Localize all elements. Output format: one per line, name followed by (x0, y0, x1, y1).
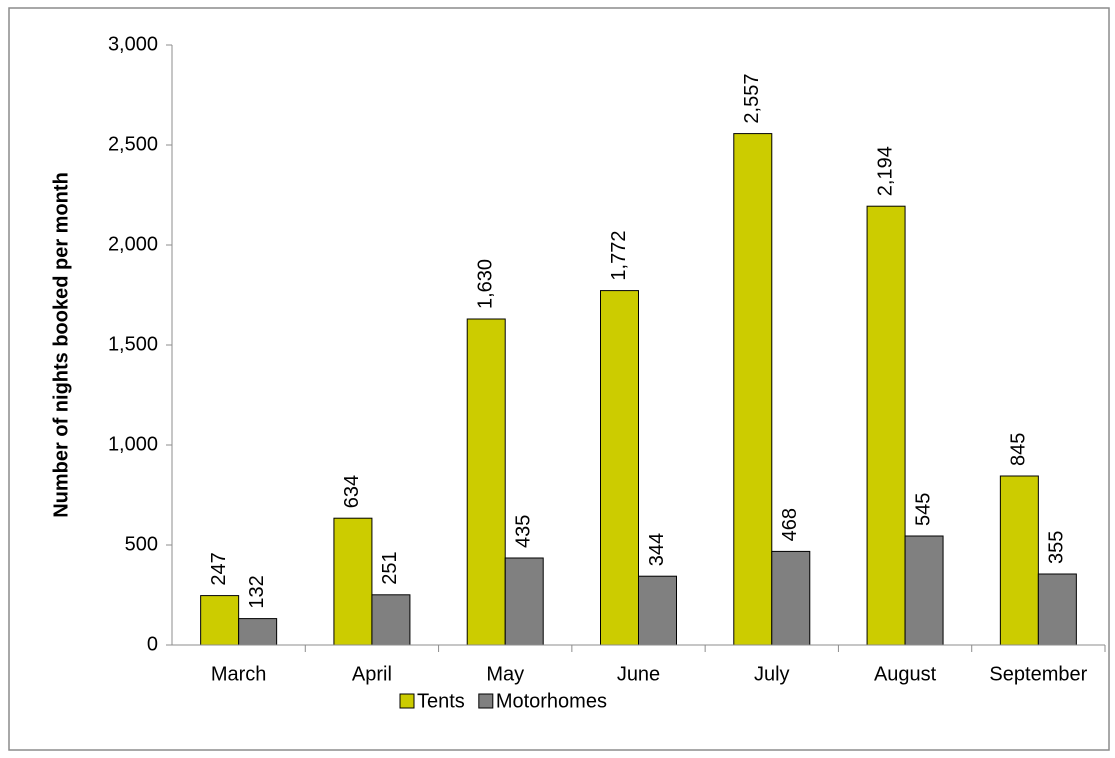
bar (466, 318, 506, 646)
data-label: 132 (246, 575, 268, 608)
bar (1037, 573, 1077, 646)
data-label: 435 (512, 515, 534, 548)
x-tick-label: July (754, 663, 790, 685)
legend-swatch (478, 693, 494, 709)
data-label: 634 (341, 475, 363, 508)
data-label: 1,630 (474, 259, 496, 309)
legend-label: Motorhomes (496, 690, 607, 712)
bar (638, 575, 677, 646)
bar (371, 594, 411, 646)
bar (333, 517, 373, 646)
chart-border (8, 7, 1110, 751)
x-tick-label: April (352, 663, 392, 685)
bar (600, 290, 639, 646)
data-label: 545 (912, 493, 934, 526)
data-label: 1,772 (608, 231, 630, 281)
data-label: 468 (779, 508, 801, 541)
data-label: 2,557 (741, 74, 763, 124)
data-label: 845 (1008, 433, 1030, 466)
legend-label: Tents (417, 690, 465, 712)
y-tick-label: 2,500 (108, 133, 158, 155)
y-tick-label: 500 (125, 533, 158, 555)
data-label: 247 (208, 552, 230, 585)
legend-swatch (399, 693, 415, 709)
bar (904, 535, 944, 646)
bar (771, 550, 811, 646)
data-label: 344 (646, 533, 668, 566)
x-tick-label: August (874, 663, 937, 685)
bar (200, 595, 240, 646)
y-axis-label: Number of nights booked per month (50, 172, 72, 518)
y-tick-label: 0 (147, 633, 158, 655)
x-tick-label: May (486, 663, 524, 685)
bar (866, 205, 906, 646)
x-tick-label: September (989, 663, 1087, 685)
x-tick-label: March (211, 663, 267, 685)
bar (733, 133, 773, 646)
bar (504, 557, 544, 646)
data-label: 251 (379, 551, 401, 584)
bar (999, 475, 1039, 646)
x-tick-label: June (617, 663, 660, 685)
y-tick-label: 1,000 (108, 433, 158, 455)
data-label: 2,194 (874, 146, 896, 196)
y-tick-label: 3,000 (108, 33, 158, 55)
bar (238, 618, 278, 646)
y-tick-label: 2,000 (108, 233, 158, 255)
data-label: 355 (1046, 531, 1068, 564)
y-tick-label: 1,500 (108, 333, 158, 355)
